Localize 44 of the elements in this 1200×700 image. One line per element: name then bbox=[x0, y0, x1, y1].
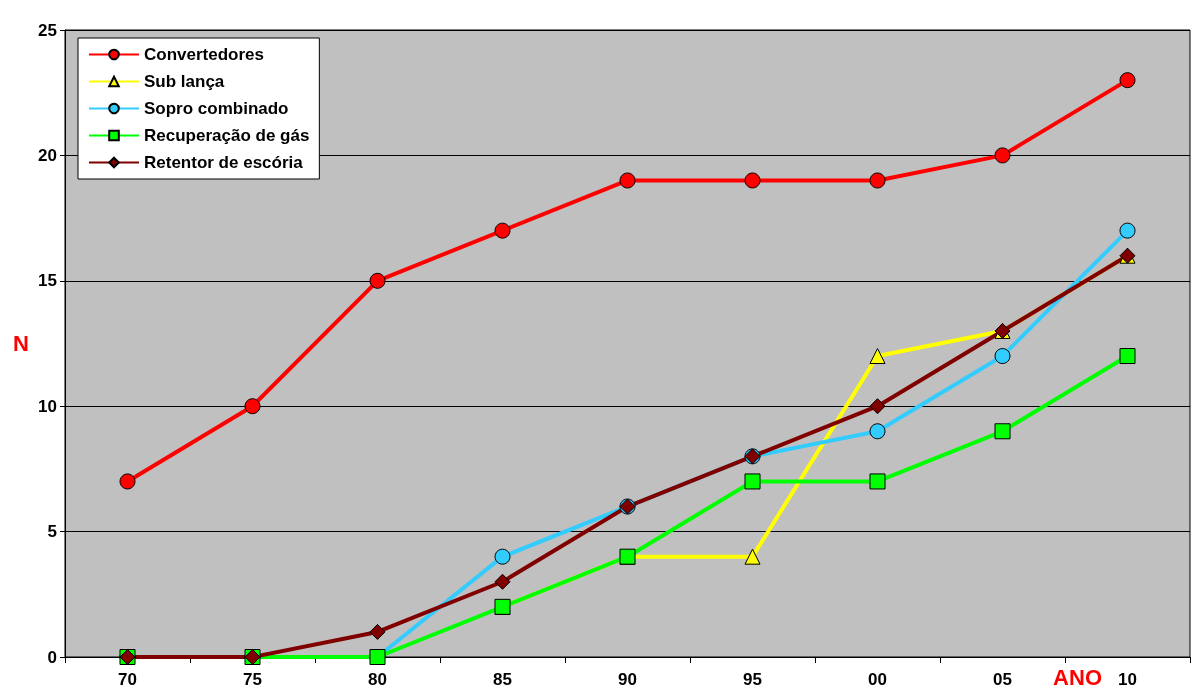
x-tick-label: 90 bbox=[618, 670, 637, 689]
point bbox=[869, 398, 886, 415]
x-axis-title: ANO bbox=[1053, 664, 1102, 690]
point bbox=[869, 423, 886, 440]
x-tick-label: 70 bbox=[118, 670, 137, 689]
point bbox=[994, 147, 1011, 164]
point bbox=[119, 473, 136, 490]
x-tick-label: 80 bbox=[368, 670, 387, 689]
x-tick-label: 05 bbox=[993, 670, 1012, 689]
point bbox=[744, 473, 761, 490]
point bbox=[369, 272, 386, 289]
point bbox=[494, 222, 511, 239]
x-tick-label: 00 bbox=[868, 670, 887, 689]
point bbox=[619, 172, 636, 189]
y-tick-label: 25 bbox=[38, 20, 57, 40]
point bbox=[994, 348, 1011, 365]
y-tick-label: 20 bbox=[38, 145, 57, 165]
point bbox=[869, 172, 886, 189]
point bbox=[494, 573, 511, 590]
legend-label: Sub lança bbox=[144, 72, 225, 91]
point bbox=[869, 348, 886, 365]
point bbox=[1119, 222, 1136, 239]
point bbox=[744, 172, 761, 189]
point bbox=[1119, 348, 1136, 365]
point bbox=[369, 623, 386, 640]
point bbox=[994, 423, 1011, 440]
x-tick-label: 75 bbox=[243, 670, 262, 689]
legend-label: Sopro combinado bbox=[144, 99, 289, 118]
x-tick-label: 95 bbox=[743, 670, 762, 689]
point bbox=[1119, 72, 1136, 89]
legend-label: Recuperação de gás bbox=[144, 126, 310, 145]
y-tick-label: 5 bbox=[47, 522, 57, 542]
x-tick-label: 85 bbox=[493, 670, 512, 689]
y-axis-title: N bbox=[13, 331, 29, 356]
point bbox=[869, 473, 886, 490]
x-tick-label: 10 bbox=[1118, 670, 1137, 689]
legend-label: Convertedores bbox=[144, 45, 264, 64]
point bbox=[744, 548, 761, 565]
point bbox=[494, 548, 511, 565]
y-tick-label: 15 bbox=[38, 271, 57, 291]
point bbox=[244, 398, 261, 415]
y-tick-label: 10 bbox=[38, 396, 57, 416]
y-tick-label: 0 bbox=[47, 647, 57, 667]
legend-label: Retentor de escória bbox=[144, 153, 304, 172]
